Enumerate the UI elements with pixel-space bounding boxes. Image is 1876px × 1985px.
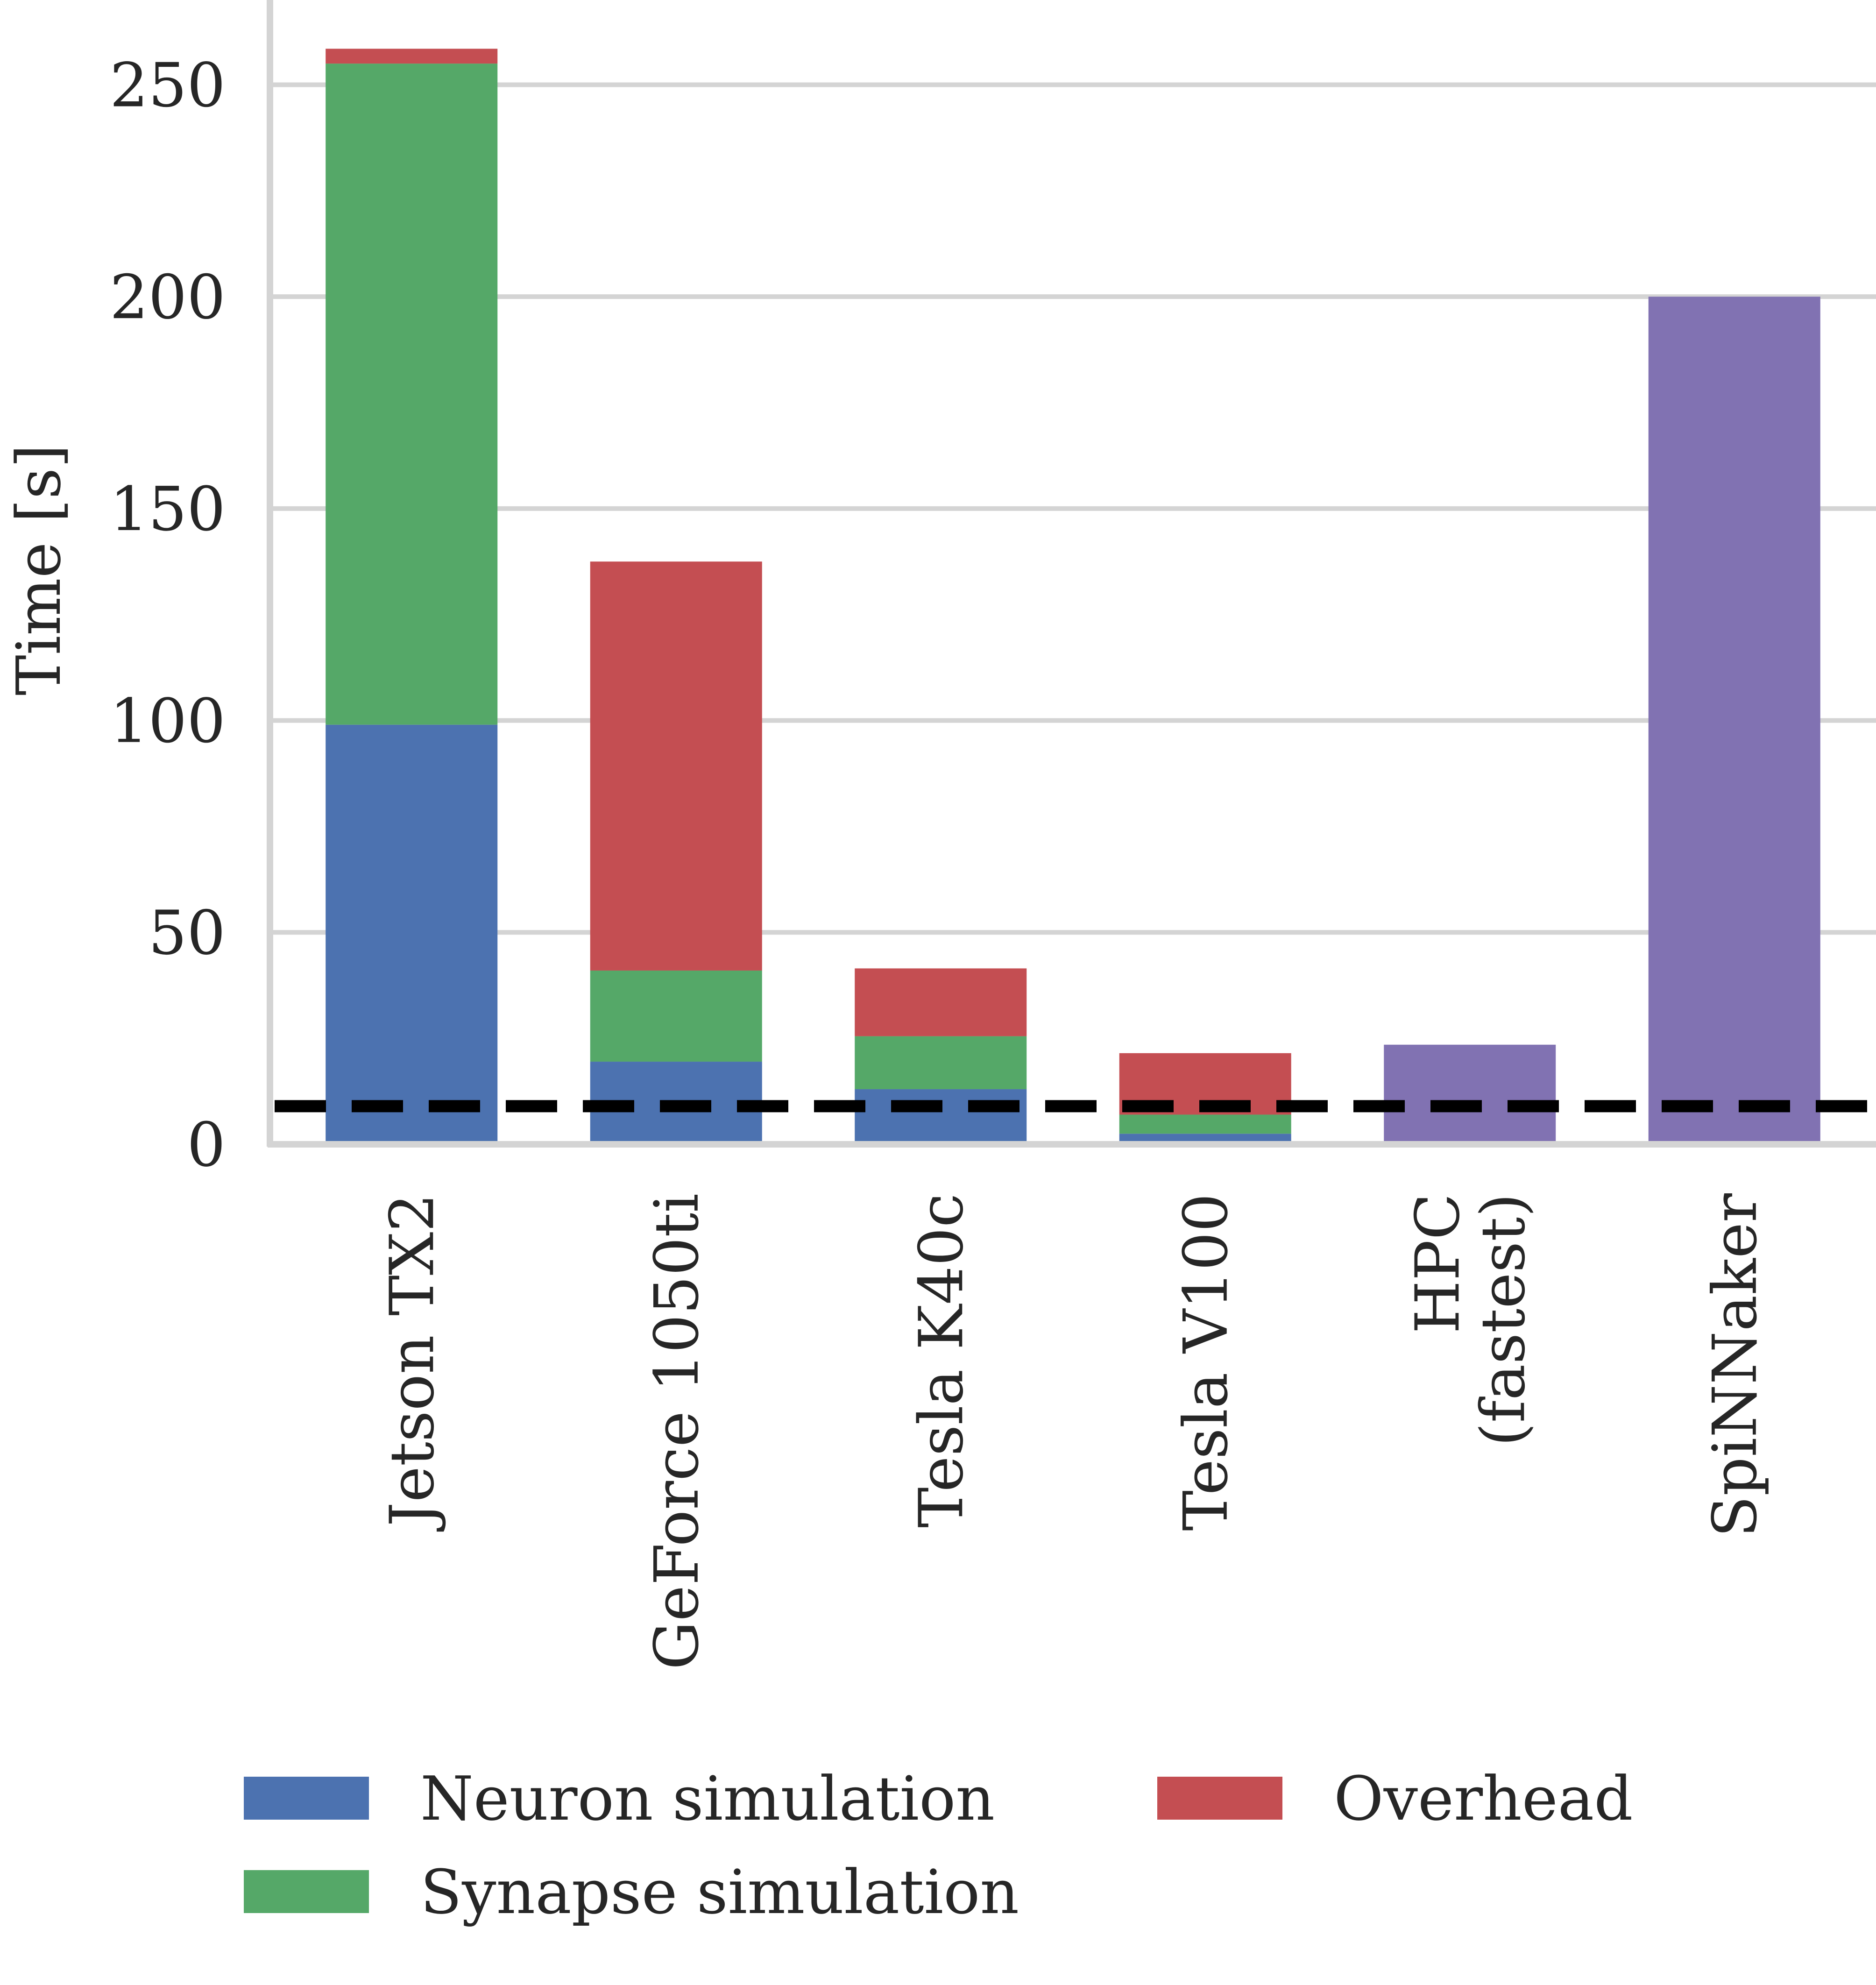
y-axis-label: Time [s] bbox=[3, 444, 74, 695]
x-tick-label-5-line-0: SpiNNaker bbox=[1699, 1193, 1770, 1538]
y-tick-label-0: 0 bbox=[187, 1109, 226, 1180]
bar-5-series-3 bbox=[1648, 297, 1820, 1144]
axes bbox=[267, 0, 1876, 1148]
y-tick-label-200: 200 bbox=[110, 262, 226, 333]
y-tick-labels: 0 50 100 150 200 250 bbox=[110, 50, 226, 1180]
legend-swatch-0 bbox=[244, 1777, 369, 1820]
x-tick-label-4-line-0: HPC bbox=[1402, 1193, 1473, 1333]
y-tick-label-150: 150 bbox=[110, 474, 226, 545]
bar-0-series-1 bbox=[326, 64, 498, 725]
x-tick-label-4-line-1: (fastest) bbox=[1467, 1193, 1538, 1446]
bar-1-series-1 bbox=[590, 970, 762, 1062]
legend: Neuron simulation Synapse simulation Overh… bbox=[244, 1763, 1633, 1928]
bar-2-series-1 bbox=[855, 1036, 1027, 1090]
bar-3-series-1 bbox=[1119, 1114, 1291, 1134]
x-tick-label-2-line-0: Tesla K40c bbox=[906, 1193, 977, 1528]
bar-0-series-2 bbox=[326, 49, 498, 64]
legend-swatch-1 bbox=[244, 1870, 369, 1913]
legend-swatch-2 bbox=[1157, 1777, 1282, 1820]
grid-lines bbox=[270, 82, 1876, 1147]
y-tick-label-250: 250 bbox=[110, 50, 226, 121]
legend-label-0: Neuron simulation bbox=[420, 1763, 995, 1834]
legend-label-1: Synapse simulation bbox=[420, 1857, 1019, 1928]
bar-4-series-3 bbox=[1384, 1044, 1556, 1144]
x-tick-label-2: Tesla K40c bbox=[906, 1193, 977, 1528]
x-tick-label-1-line-0: GeForce 1050ti bbox=[641, 1193, 712, 1670]
x-tick-label-1: GeForce 1050ti bbox=[641, 1193, 712, 1670]
x-tick-label-0-line-0: Jetson TX2 bbox=[376, 1193, 447, 1531]
y-tick-label-100: 100 bbox=[110, 686, 226, 757]
bar-2-series-2 bbox=[855, 968, 1027, 1036]
bar-2-series-0 bbox=[855, 1089, 1027, 1144]
x-tick-label-4: HPC(fastest) bbox=[1402, 1193, 1538, 1446]
bar-1-series-2 bbox=[590, 561, 762, 971]
legend-label-2: Overhead bbox=[1334, 1763, 1633, 1834]
x-tick-label-3-line-0: Tesla V100 bbox=[1170, 1193, 1241, 1531]
bar-0-series-0 bbox=[326, 724, 498, 1144]
y-tick-label-50: 50 bbox=[149, 897, 226, 968]
x-tick-label-3: Tesla V100 bbox=[1170, 1193, 1241, 1531]
x-tick-labels: Jetson TX2 GeForce 1050ti Tesla K40c Tesla … bbox=[376, 1193, 1770, 1670]
x-tick-label-5: SpiNNaker bbox=[1699, 1193, 1770, 1538]
x-tick-label-0: Jetson TX2 bbox=[376, 1193, 447, 1531]
bars bbox=[326, 49, 1820, 1144]
